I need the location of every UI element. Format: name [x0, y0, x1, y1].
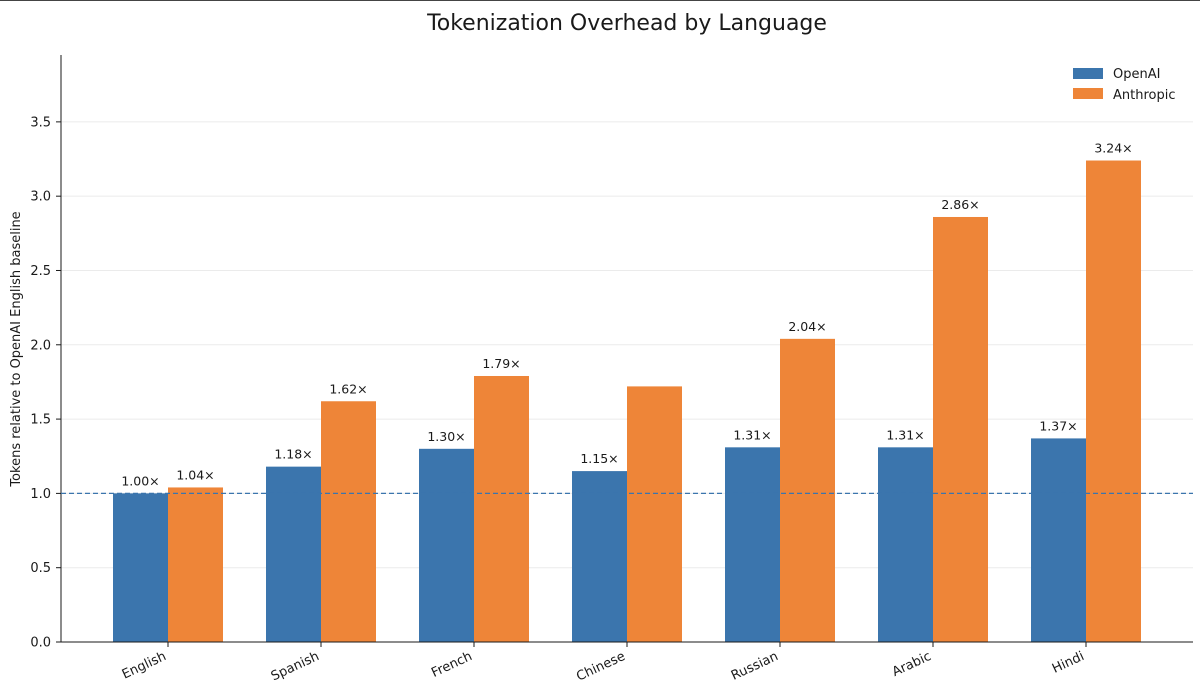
x-tick-label-spanish: Spanish [269, 649, 322, 684]
bar-openai-french [419, 448, 474, 642]
bar-anthropic-french [474, 375, 529, 642]
value-label-openai-hindi: 1.37× [1039, 418, 1077, 433]
value-label-openai-russian: 1.31× [733, 427, 771, 442]
bar-openai-english [113, 493, 168, 642]
value-label-openai-spanish: 1.18× [274, 447, 312, 462]
bar-openai-arabic [878, 447, 933, 642]
y-tick-label: 0.5 [30, 561, 51, 576]
value-label-openai-arabic: 1.31× [886, 427, 924, 442]
legend-swatch-anthropic [1073, 88, 1103, 99]
bar-anthropic-english [168, 487, 223, 642]
value-label-openai-french: 1.30× [427, 429, 465, 444]
y-tick-label: 2.5 [30, 264, 51, 279]
legend-swatch-openai [1073, 68, 1103, 79]
legend: OpenAI Anthropic [1073, 67, 1176, 103]
value-label-anthropic-french: 1.79× [482, 356, 520, 371]
bar-anthropic-chinese [627, 386, 682, 642]
y-tick-label: 2.0 [30, 338, 51, 353]
y-tick-label: 3.0 [30, 190, 51, 205]
x-tick-label-french: French [429, 649, 475, 681]
legend-label-anthropic: Anthropic [1113, 88, 1176, 103]
value-label-openai-english: 1.00× [121, 473, 159, 488]
bar-anthropic-russian [780, 338, 835, 642]
y-tick-label: 1.5 [30, 413, 51, 428]
y-axis-label: Tokens relative to OpenAI English baseli… [9, 211, 24, 487]
bar-openai-hindi [1031, 438, 1086, 642]
y-tick-label: 1.0 [30, 487, 51, 502]
value-label-anthropic-russian: 2.04× [788, 319, 826, 334]
bar-openai-russian [725, 447, 780, 642]
value-labels: 1.00× 1.04× 1.18× 1.62× 1.30× 1.79× 1.15× 1.31×… [61, 141, 1193, 495]
bar-anthropic-arabic [933, 216, 988, 642]
legend-label-openai: OpenAI [1113, 67, 1160, 82]
value-label-anthropic-spanish: 1.62× [329, 381, 367, 396]
x-tick-label-english: English [120, 649, 169, 682]
x-tick-label-russian: Russian [729, 649, 781, 684]
bar-openai-spanish [266, 466, 321, 642]
value-label-anthropic-hindi: 3.24× [1094, 141, 1132, 156]
y-tick-label: 3.5 [30, 115, 51, 130]
value-label-anthropic-arabic: 2.86× [941, 197, 979, 212]
bar-openai-chinese [572, 471, 627, 642]
bar-anthropic-spanish [321, 401, 376, 642]
value-label-anthropic-english: 1.04× [176, 467, 214, 482]
x-tick-label-hindi: Hindi [1050, 649, 1087, 677]
chart-title: Tokenization Overhead by Language [426, 11, 827, 36]
x-tick-label-arabic: Arabic [890, 649, 934, 680]
y-tick-label: 0.0 [30, 636, 51, 651]
value-label-openai-chinese: 1.15× [580, 451, 618, 466]
bar-anthropic-hindi [1086, 160, 1141, 642]
bars [113, 160, 1141, 642]
x-tick-label-chinese: Chinese [574, 649, 627, 685]
